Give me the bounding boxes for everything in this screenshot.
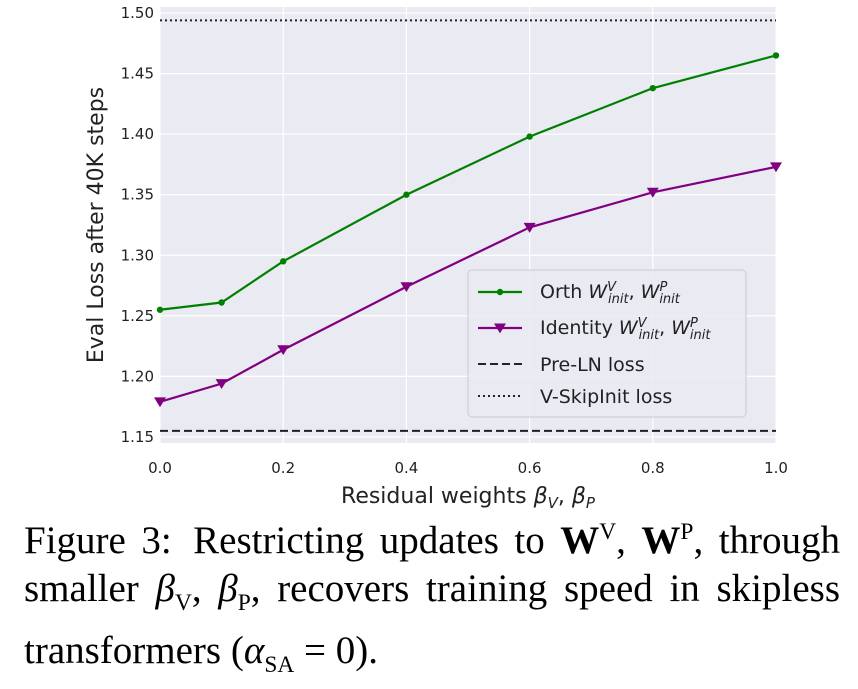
caption-beta-p: β	[218, 567, 238, 610]
caption-beta-v: β	[155, 567, 175, 610]
legend: Orth WV init, WP init Identity WV init, WP in…	[467, 269, 747, 418]
caption-comma-1: ,	[616, 519, 626, 562]
y-tick-label: 1.45	[121, 65, 154, 83]
series-2-point	[277, 345, 290, 356]
caption-wp-sup: P	[680, 519, 694, 545]
series-1-point	[156, 306, 164, 313]
caption-comma-3: ,	[191, 567, 202, 610]
y-tick-label: 1.25	[121, 307, 154, 325]
y-tick-label: 1.30	[121, 246, 154, 264]
series-1-point	[772, 52, 780, 59]
series-1-point	[649, 84, 656, 92]
x-axis-label: Residual weights βV, βP	[341, 484, 596, 510]
caption-alpha-sub: SA	[264, 651, 295, 678]
x-tick-label: 1.0	[764, 459, 788, 477]
caption-text-3: , recovers training speed in skipless tr…	[24, 567, 841, 672]
series-1-point	[218, 299, 225, 306]
series-1-point	[526, 133, 533, 140]
caption-wp: W	[641, 519, 681, 562]
caption-comma-2: ,	[693, 519, 704, 562]
series-2-point	[523, 222, 536, 233]
line-chart: 0.0 0.2 0.4 0.6 0.8 1.0 1.15 1.20 1.25 1.30 1.35 1.…	[84, 4, 788, 510]
chart-area: 0.0 0.2 0.4 0.6 0.8 1.0 1.15 1.20 1.25 1.30 1.35 1.…	[84, 4, 788, 510]
legend-box	[467, 269, 747, 418]
series-1-point	[280, 258, 287, 265]
y-tick-label: 1.50	[121, 4, 154, 22]
x-tick-label: 0.8	[641, 459, 665, 477]
caption-beta-v-sub: V	[174, 589, 192, 616]
series-2-point	[770, 162, 782, 173]
legend-label: V-SkipInit loss	[540, 386, 672, 408]
figure-caption: Figure 3: Restricting updates to WV, WP,…	[24, 508, 840, 689]
caption-lead: Figure 3:	[24, 519, 172, 562]
caption-wv: W	[560, 519, 600, 562]
caption-text-1: Restricting updates to	[193, 519, 545, 562]
caption-text-2: through smaller	[24, 519, 841, 610]
series-2-point	[646, 187, 659, 198]
legend-label: Identity WV init, WP init	[540, 316, 711, 343]
y-tick-label: 1.40	[121, 125, 154, 143]
caption-text-4: = 0).	[294, 628, 378, 672]
x-tick-label: 0.4	[394, 459, 418, 477]
caption-alpha: α	[243, 628, 265, 672]
caption-wv-sup: V	[599, 519, 617, 545]
y-tick-label: 1.35	[121, 186, 154, 204]
series-1-point	[403, 191, 410, 198]
legend-label: Pre-LN loss	[540, 354, 645, 376]
legend-marker-orth	[496, 288, 504, 296]
caption-beta-p-sub: P	[237, 589, 251, 616]
y-tick-label: 1.15	[121, 428, 154, 446]
x-tick-label: 0.0	[148, 459, 172, 477]
legend-label: Orth WV init, WP init	[540, 280, 681, 307]
legend-marker-identity	[494, 323, 506, 334]
x-tick-label: 0.2	[271, 459, 295, 477]
x-tick-label: 0.6	[518, 459, 542, 477]
series-2-point	[400, 282, 413, 293]
series-2-point	[154, 397, 166, 408]
series-2-point	[215, 379, 228, 390]
y-tick-label: 1.20	[121, 367, 154, 385]
y-axis-label: Eval Loss after 40K steps	[84, 87, 109, 363]
